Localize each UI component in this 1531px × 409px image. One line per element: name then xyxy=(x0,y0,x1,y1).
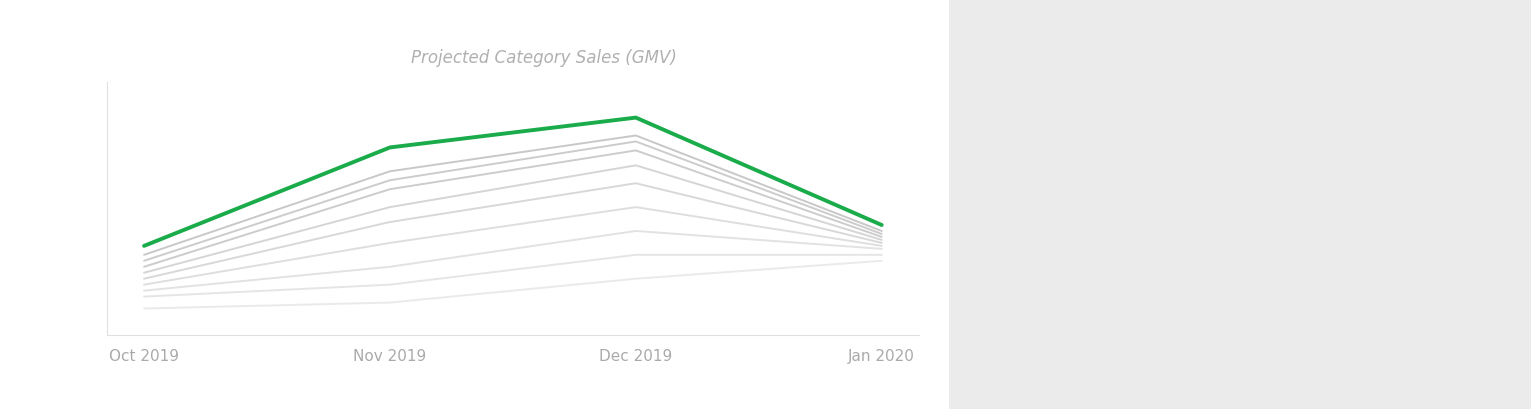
Text: Projected Category Sales (GMV): Projected Category Sales (GMV) xyxy=(410,49,677,67)
